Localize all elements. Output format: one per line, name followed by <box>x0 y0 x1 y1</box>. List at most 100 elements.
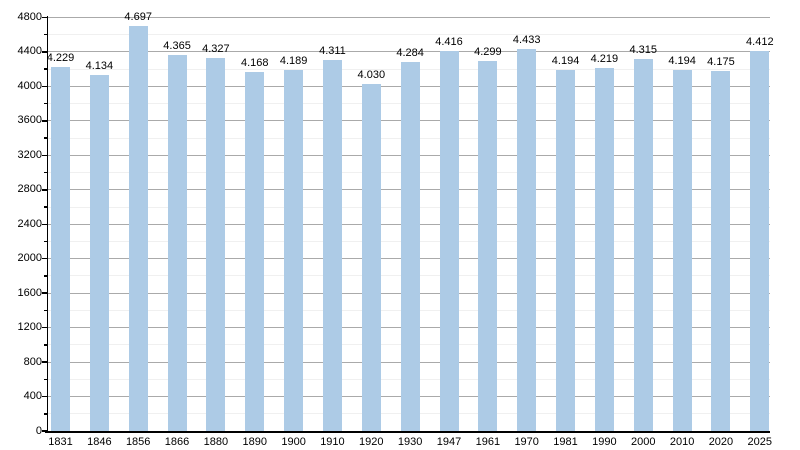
y-tick-label: 4400 <box>17 45 42 58</box>
bar-1846 <box>89 74 109 431</box>
bar-value-label: 4.194 <box>551 54 580 67</box>
x-tick-label: 1970 <box>514 436 539 448</box>
x-axis-line <box>44 430 770 433</box>
bar-2025 <box>750 50 770 431</box>
y-major-tick <box>41 154 48 157</box>
y-major-tick <box>41 395 48 398</box>
y-minor-tick <box>44 171 48 174</box>
bar-1981 <box>556 69 576 431</box>
y-minor-tick <box>44 240 48 243</box>
y-tick-label: 4800 <box>17 11 42 23</box>
bar-value-label: 4.311 <box>319 44 346 57</box>
major-gridline <box>47 51 770 53</box>
y-tick-label: 1200 <box>17 321 42 334</box>
y-major-tick <box>41 120 48 122</box>
y-major-tick <box>41 257 48 260</box>
bar-1866 <box>167 54 187 431</box>
y-major-tick <box>41 16 48 19</box>
bar-value-label: 4.189 <box>279 55 308 68</box>
x-tick-label: 2025 <box>747 436 773 448</box>
x-tick-label: 1900 <box>281 436 306 448</box>
y-tick-label: 3600 <box>17 114 42 127</box>
y-tick-label: 0 <box>35 424 42 437</box>
bar-1930 <box>400 61 420 431</box>
major-gridline <box>47 17 770 18</box>
bar-2010 <box>672 69 692 431</box>
y-tick-label: 1600 <box>17 286 42 299</box>
x-tick-label: 1981 <box>553 436 578 448</box>
bar-1961 <box>478 60 498 431</box>
y-minor-tick <box>44 413 48 415</box>
y-minor-tick <box>44 102 48 105</box>
bar-value-label: 4.327 <box>202 43 230 56</box>
bar-1990 <box>594 67 614 431</box>
y-major-tick <box>41 361 48 363</box>
bar-1831 <box>51 66 70 431</box>
bar-value-label: 4.168 <box>240 56 269 69</box>
x-tick-label: 1990 <box>592 436 617 448</box>
y-tick-label: 2800 <box>17 183 42 196</box>
y-minor-tick <box>44 344 48 346</box>
bar-value-label: 4.315 <box>629 44 658 57</box>
bar-value-label: 4.284 <box>396 46 424 59</box>
bar-value-label: 4.229 <box>46 51 75 64</box>
bar-1910 <box>322 59 342 431</box>
y-major-tick <box>41 189 48 191</box>
y-minor-tick <box>44 206 48 208</box>
bar-value-label: 4.194 <box>668 54 696 67</box>
x-tick-label: 2010 <box>669 436 695 448</box>
bar-1947 <box>439 50 459 431</box>
minor-gridline <box>47 34 770 36</box>
bar-value-label: 4.299 <box>474 45 502 58</box>
bar-2020 <box>711 71 731 431</box>
y-tick-label: 400 <box>23 390 42 403</box>
x-tick-label: 1890 <box>242 436 267 448</box>
x-tick-label: 1930 <box>397 436 423 448</box>
bar-1880 <box>206 58 226 431</box>
bar-value-label: 4.030 <box>357 68 386 81</box>
x-tick-label: 1831 <box>48 436 73 448</box>
x-tick-label: 1920 <box>359 436 384 448</box>
bar-2000 <box>633 59 653 431</box>
y-axis-line <box>46 16 49 433</box>
y-major-tick <box>41 85 48 88</box>
x-tick-label: 1947 <box>436 436 462 448</box>
x-tick-label: 2020 <box>708 436 734 448</box>
y-tick-label: 4000 <box>17 79 42 92</box>
x-tick-label: 1856 <box>125 436 151 448</box>
bar-value-label: 4.697 <box>124 11 152 24</box>
y-minor-tick <box>44 137 48 139</box>
x-tick-label: 2000 <box>631 436 656 448</box>
y-major-tick <box>41 326 48 329</box>
bar-1900 <box>284 70 304 431</box>
x-tick-label: 1961 <box>475 436 501 448</box>
bar-value-label: 4.134 <box>85 59 114 72</box>
y-tick-label: 3200 <box>17 148 42 161</box>
bar-value-label: 4.412 <box>746 35 774 48</box>
bar-value-label: 4.219 <box>590 52 619 65</box>
x-tick-label: 1910 <box>320 436 345 448</box>
bar-1970 <box>517 49 537 431</box>
y-minor-tick <box>44 378 48 381</box>
x-tick-label: 1846 <box>87 436 112 448</box>
y-minor-tick <box>44 275 48 277</box>
bar-value-label: 4.433 <box>512 34 541 47</box>
bar-1890 <box>245 71 265 431</box>
bar-value-label: 4.416 <box>435 35 463 48</box>
y-tick-label: 2400 <box>17 217 42 230</box>
x-tick-label: 1880 <box>203 436 229 448</box>
bar-1920 <box>361 83 381 431</box>
y-minor-tick <box>44 33 48 36</box>
y-minor-tick <box>44 309 48 312</box>
bar-1856 <box>128 26 148 431</box>
y-major-tick <box>41 51 48 53</box>
y-minor-tick <box>44 68 48 70</box>
x-tick-label: 1866 <box>164 436 190 448</box>
bar-value-label: 4.175 <box>707 56 735 69</box>
y-tick-label: 2000 <box>17 252 42 265</box>
bar-value-label: 4.365 <box>163 39 191 52</box>
y-major-tick <box>41 292 48 294</box>
y-major-tick <box>41 223 48 225</box>
y-tick-label: 800 <box>23 355 42 368</box>
